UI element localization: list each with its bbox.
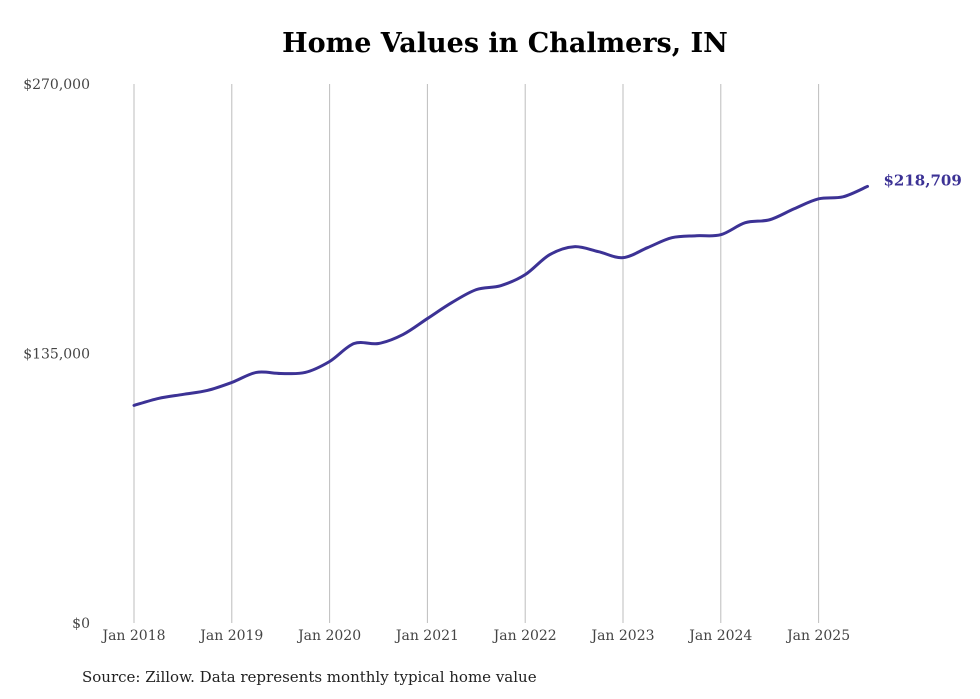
end-value-label: $218,709: [884, 171, 962, 189]
x-axis-ticks: Jan 2018 Jan 2019 Jan 2020 Jan 2021 Jan 2022…: [100, 628, 850, 644]
chart-title: Home Values in Chalmers, IN: [282, 28, 728, 59]
x-tick-label: Jan 2025: [785, 628, 850, 644]
x-tick-label: Jan 2019: [198, 628, 263, 644]
series-layer: [132, 184, 869, 407]
data-labels: $218,709: [884, 171, 962, 189]
grid-lines: [133, 84, 820, 623]
x-tick-label: Jan 2018: [100, 628, 165, 644]
y-tick-label: $135,000: [23, 347, 90, 363]
x-tick-label: Jan 2024: [687, 628, 752, 644]
x-tick-label: Jan 2022: [492, 628, 557, 644]
x-tick-label: Jan 2023: [589, 628, 654, 644]
series-line: [132, 184, 869, 407]
x-tick-label: Jan 2021: [394, 628, 459, 644]
y-tick-label: $270,000: [23, 77, 90, 93]
y-axis-ticks: $0 $135,000 $270,000: [23, 77, 90, 632]
chart-source-note: Source: Zillow. Data represents monthly …: [82, 668, 537, 686]
x-tick-label: Jan 2020: [296, 628, 361, 644]
y-tick-label: $0: [72, 616, 90, 632]
